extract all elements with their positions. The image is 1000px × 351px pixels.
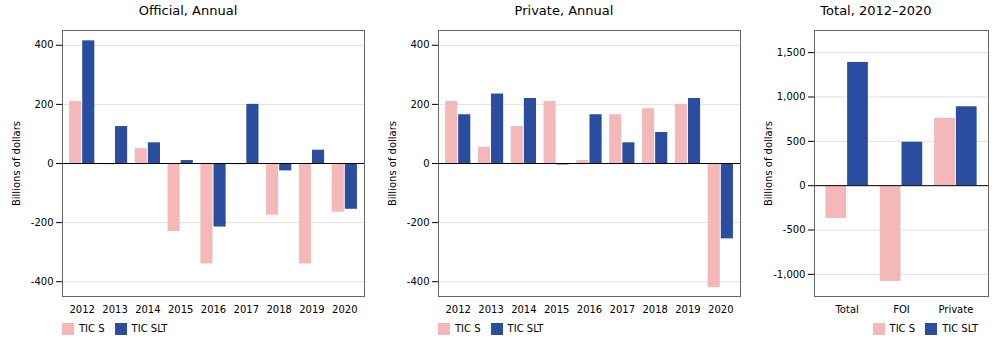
- svg-text:0: 0: [423, 158, 429, 169]
- svg-text:0: 0: [799, 180, 805, 191]
- svg-text:Billions of dollars: Billions of dollars: [11, 121, 22, 206]
- html-text:TIC S: TIC S: [455, 323, 481, 334]
- svg-text:-200: -200: [407, 217, 430, 228]
- svg-text:2015: 2015: [544, 304, 569, 315]
- svg-text:500: 500: [786, 136, 805, 147]
- svg-text:2017: 2017: [234, 304, 259, 315]
- svg-text:0: 0: [47, 158, 53, 169]
- svg-text:-400: -400: [31, 276, 54, 287]
- html-text:Official, Annual: Official, Annual: [138, 3, 238, 18]
- svg-text:2020: 2020: [708, 304, 733, 315]
- html-text:Total, 2012–2020: Total, 2012–2020: [820, 3, 932, 18]
- svg-text:2013: 2013: [102, 304, 127, 315]
- svg-text:2018: 2018: [642, 304, 667, 315]
- svg-text:1,500: 1,500: [777, 47, 806, 58]
- svg-text:2016: 2016: [201, 304, 226, 315]
- svg-text:2012: 2012: [69, 304, 94, 315]
- svg-text:2016: 2016: [577, 304, 602, 315]
- svg-text:Total: Total: [834, 304, 858, 315]
- svg-text:2014: 2014: [135, 304, 160, 315]
- svg-text:2015: 2015: [168, 304, 193, 315]
- svg-text:Billions of dollars: Billions of dollars: [763, 121, 774, 206]
- svg-text:2019: 2019: [299, 304, 324, 315]
- svg-text:-1,000: -1,000: [773, 269, 805, 280]
- html-text:TIC S: TIC S: [79, 323, 105, 334]
- svg-text:400: 400: [34, 39, 53, 50]
- svg-text:2014: 2014: [511, 304, 536, 315]
- svg-text:-200: -200: [31, 217, 54, 228]
- svg-text:Private: Private: [938, 304, 973, 315]
- svg-text:2012: 2012: [445, 304, 470, 315]
- svg-text:400: 400: [410, 39, 429, 50]
- svg-text:2018: 2018: [266, 304, 291, 315]
- svg-text:-500: -500: [783, 224, 806, 235]
- html-text:Private, Annual: Private, Annual: [514, 3, 614, 18]
- html-text:TIC SLT: TIC SLT: [131, 323, 168, 334]
- html-text:TIC SLT: TIC SLT: [507, 323, 544, 334]
- svg-text:Billions of dollars: Billions of dollars: [387, 121, 398, 206]
- svg-text:200: 200: [34, 99, 53, 110]
- svg-text:2019: 2019: [675, 304, 700, 315]
- svg-text:2017: 2017: [610, 304, 635, 315]
- svg-text:FOI: FOI: [893, 304, 910, 315]
- svg-text:200: 200: [410, 99, 429, 110]
- svg-text:2020: 2020: [332, 304, 357, 315]
- svg-text:-400: -400: [407, 276, 430, 287]
- svg-text:2013: 2013: [478, 304, 503, 315]
- html-text:TIC SLT: TIC SLT: [942, 323, 978, 334]
- html-text:TIC S: TIC S: [889, 323, 916, 334]
- svg-text:1,000: 1,000: [777, 91, 806, 102]
